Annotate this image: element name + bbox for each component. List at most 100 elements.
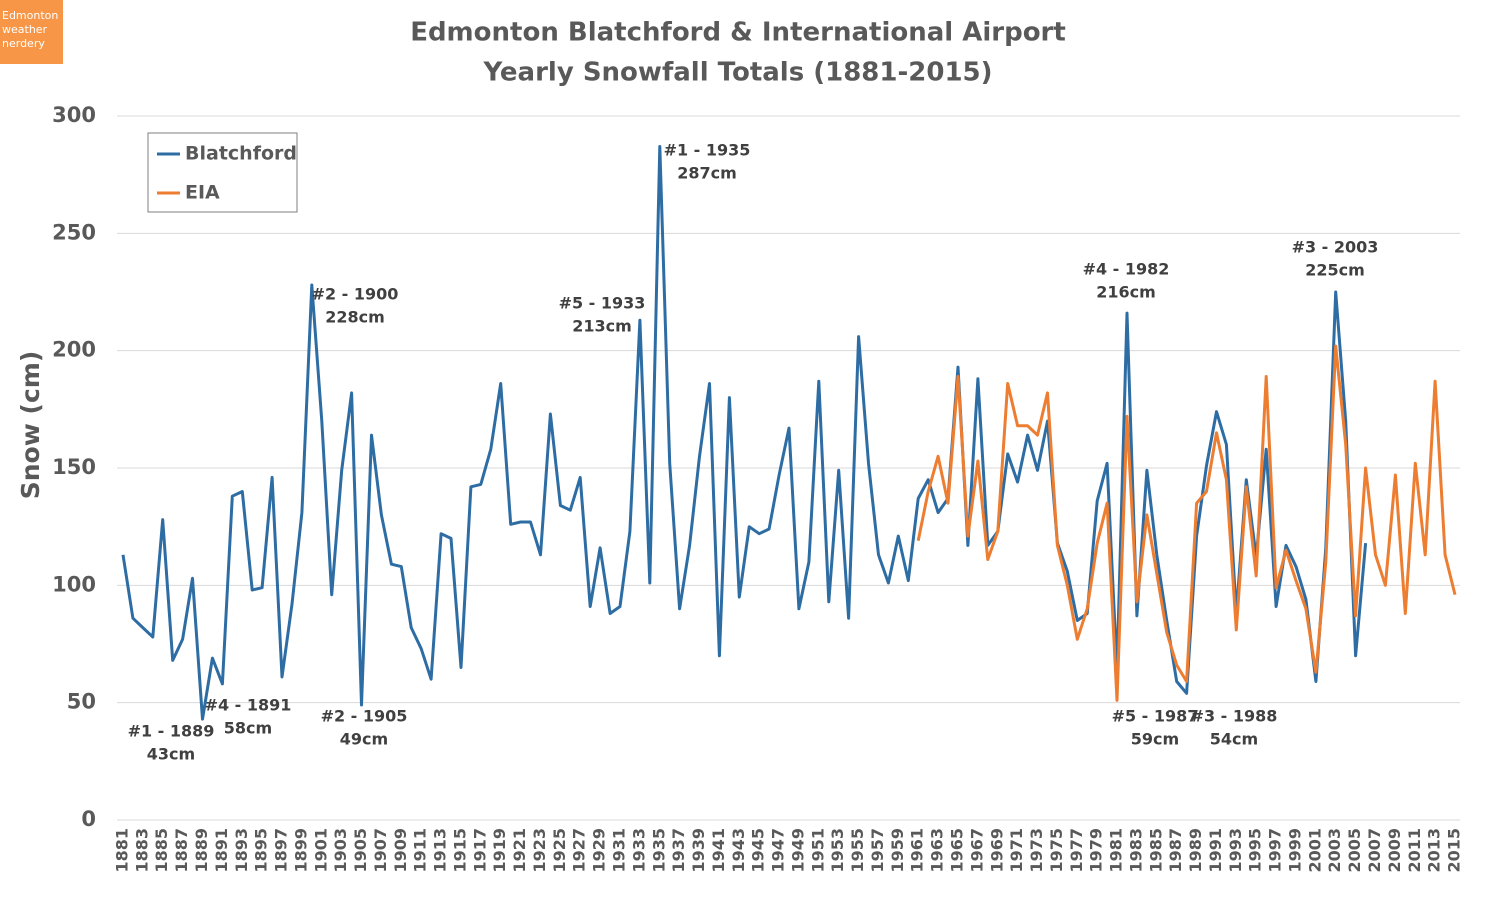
x-tick-label: 1973 <box>1027 828 1046 873</box>
x-tick-label: 1903 <box>331 828 350 873</box>
x-tick-label: 1949 <box>788 828 807 873</box>
annotation: #5 - 1987 <box>1112 707 1199 726</box>
y-tick-label: 0 <box>81 807 96 831</box>
x-tick-label: 1963 <box>928 828 947 873</box>
x-tick-label: 1959 <box>888 828 907 873</box>
x-tick-label: 1983 <box>1126 828 1145 873</box>
x-tick-label: 1929 <box>590 828 609 873</box>
annotation: #3 - 2003 <box>1292 238 1379 257</box>
x-tick-label: 1935 <box>649 828 668 873</box>
annotation: 213cm <box>572 317 632 336</box>
x-tick-label: 1971 <box>1007 828 1026 873</box>
y-tick-label: 50 <box>67 690 96 714</box>
series-line <box>916 344 1457 702</box>
x-tick-label: 1933 <box>629 828 648 873</box>
legend-label: EIA <box>185 182 220 204</box>
x-tick-label: 2011 <box>1405 828 1424 873</box>
x-tick-label: 1985 <box>1146 828 1165 873</box>
annotation: 58cm <box>224 719 272 738</box>
x-tick-label: 1913 <box>431 828 450 873</box>
x-tick-label: 1881 <box>112 828 131 873</box>
x-tick-label: 2015 <box>1445 828 1464 873</box>
annotation: #2 - 1905 <box>321 707 408 726</box>
x-tick-label: 1889 <box>192 828 211 873</box>
x-tick-label: 1921 <box>510 828 529 873</box>
chart-subtitle: Yearly Snowfall Totals (1881-2015) <box>482 58 992 88</box>
x-tick-label: 1909 <box>391 828 410 873</box>
series-line <box>121 145 1368 721</box>
x-tick-label: 1937 <box>669 828 688 873</box>
x-tick-label: 1893 <box>232 828 251 873</box>
x-tick-label: 1979 <box>1087 828 1106 873</box>
x-tick-label: 1989 <box>1186 828 1205 873</box>
badge: Edmonton weather nerdery <box>0 0 63 64</box>
x-tick-label: 1923 <box>530 828 549 873</box>
annotation: 43cm <box>147 745 195 764</box>
x-tick-label: 2007 <box>1365 828 1384 873</box>
x-tick-label: 1901 <box>311 828 330 873</box>
annotation: #3 - 1988 <box>1191 707 1278 726</box>
x-tick-label: 1993 <box>1226 828 1245 873</box>
y-tick-label: 100 <box>52 572 96 596</box>
x-tick-label: 1931 <box>610 828 629 873</box>
annotation: #4 - 1982 <box>1083 260 1170 279</box>
y-tick-label: 200 <box>52 338 96 362</box>
x-tick-label: 1987 <box>1166 828 1185 873</box>
x-tick-label: 1997 <box>1266 828 1285 873</box>
annotation: #1 - 1889 <box>128 722 215 741</box>
x-tick-label: 1919 <box>490 828 509 873</box>
x-tick-label: 1885 <box>152 828 171 873</box>
x-tick-label: 1961 <box>908 828 927 873</box>
x-tick-label: 1917 <box>470 828 489 873</box>
x-tick-label: 1905 <box>351 828 370 873</box>
x-tick-label: 1915 <box>450 828 469 873</box>
x-tick-label: 1951 <box>808 828 827 873</box>
x-tick-label: 1895 <box>252 828 271 873</box>
annotation: #2 - 1900 <box>312 285 399 304</box>
chart-title: Edmonton Blatchford & International Airp… <box>410 18 1066 48</box>
x-tick-label: 1945 <box>749 828 768 873</box>
x-tick-label: 1927 <box>570 828 589 873</box>
x-tick-label: 1911 <box>411 828 430 873</box>
x-tick-label: 1999 <box>1285 828 1304 873</box>
legend-label: Blatchford <box>185 143 297 165</box>
x-tick-label: 2003 <box>1325 828 1344 873</box>
x-tick-label: 1943 <box>729 828 748 873</box>
x-tick-label: 1939 <box>689 828 708 873</box>
annotation: 59cm <box>1131 730 1179 749</box>
y-tick-label: 300 <box>52 103 96 127</box>
x-tick-label: 1883 <box>132 828 151 873</box>
x-tick-label: 1887 <box>172 828 191 873</box>
x-tick-label: 1941 <box>709 828 728 873</box>
y-tick-label: 150 <box>52 455 96 479</box>
x-tick-label: 1967 <box>967 828 986 873</box>
x-tick-label: 1957 <box>868 828 887 873</box>
x-tick-label: 1975 <box>1047 828 1066 873</box>
x-tick-label: 2001 <box>1305 828 1324 873</box>
annotation: #5 - 1933 <box>559 294 646 313</box>
annotation: 287cm <box>677 164 737 183</box>
x-tick-label: 2009 <box>1385 828 1404 873</box>
annotation: 49cm <box>340 730 388 749</box>
badge-text: weather <box>2 23 48 36</box>
annotation: #4 - 1891 <box>205 696 292 715</box>
x-tick-label: 1969 <box>987 828 1006 873</box>
badge-text: nerdery <box>2 37 45 50</box>
annotation: 54cm <box>1210 730 1258 749</box>
x-tick-label: 1947 <box>769 828 788 873</box>
annotation: #1 - 1935 <box>664 141 751 160</box>
annotation: 228cm <box>325 308 385 327</box>
y-tick-label: 250 <box>52 220 96 244</box>
y-axis-label: Snow (cm) <box>16 351 45 500</box>
x-tick-label: 1891 <box>212 828 231 873</box>
x-tick-label: 1981 <box>1107 828 1126 873</box>
x-tick-label: 1953 <box>828 828 847 873</box>
legend-box <box>147 132 298 213</box>
x-tick-label: 1955 <box>848 828 867 873</box>
x-tick-label: 1907 <box>371 828 390 873</box>
x-tick-label: 1899 <box>291 828 310 873</box>
x-tick-label: 1991 <box>1206 828 1225 873</box>
x-tick-label: 1977 <box>1067 828 1086 873</box>
